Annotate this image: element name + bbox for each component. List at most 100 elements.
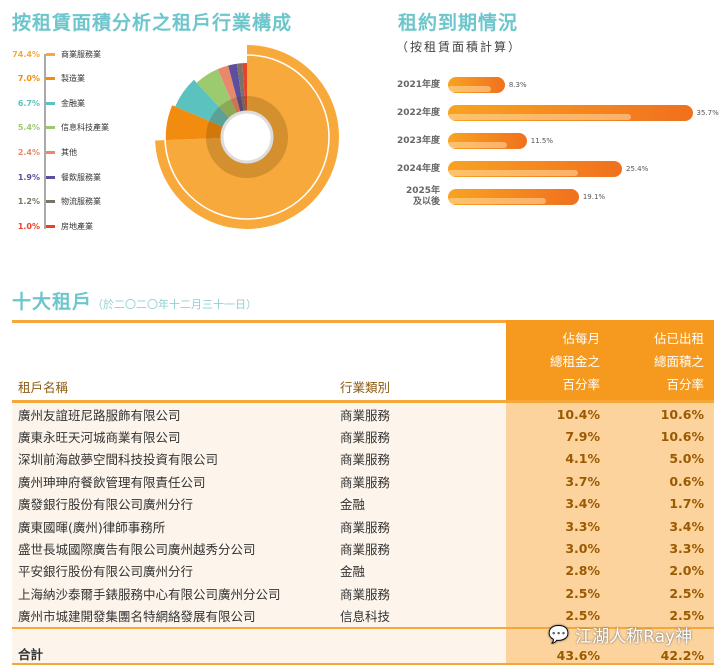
industry: 金融 (334, 559, 506, 583)
legend-label: 餐飲服務業 (61, 172, 101, 182)
industry: 信息科技 (334, 604, 506, 628)
table-row: 上海納沙泰爾手錶服務中心有限公司廣州分公司 商業服務 2.5% 2.5% (12, 582, 714, 605)
watermark: 💬 江湖人称Ray神 (548, 624, 693, 648)
bar-value: 35.7% (696, 109, 719, 117)
bar-category: 2021年度 (396, 79, 440, 90)
legend-marker (46, 175, 55, 179)
tenants-subtitle: （於二〇二〇年十二月三十一日） (92, 298, 258, 311)
total-label: 合計 (12, 626, 334, 665)
table-row: 盛世長城國際廣告有限公司廣州越秀分公司 商業服務 3.0% 3.3% (12, 537, 714, 560)
rent-pct: 4.1% (506, 447, 610, 471)
expiry-subtitle: （按租賃面積計算） (396, 40, 523, 54)
industry: 商業服務 (334, 447, 506, 471)
expiry-bar-row: 2021年度 8.3% (380, 76, 527, 94)
donut-slice (236, 63, 246, 113)
legend-pct: 5.4% (17, 123, 40, 133)
expiry-bar-row: 2022年度 35.7% (380, 104, 719, 122)
rent-pct: 2.5% (506, 582, 610, 605)
tenant-name: 廣州珅珅府餐飲管理有限責任公司 (12, 470, 334, 493)
donut-slice (217, 65, 241, 115)
total-rent-pct: 43.6% (506, 626, 610, 665)
bar-category: 2025年 及以後 (405, 186, 440, 207)
bar-category: 2023年度 (396, 135, 440, 146)
expiry-bar (448, 105, 693, 121)
tenant-name: 廣東國暉(廣州)律師事務所 (12, 514, 334, 538)
table-row: 深圳前海啟夢空間科技投資有限公司 商業服務 4.1% 5.0% (12, 447, 714, 471)
expiry-bar-row: 2024年度 25.4% (380, 160, 648, 178)
tenant-name: 平安銀行股份有限公司廣州分行 (12, 559, 334, 583)
industry-donut-chart (155, 45, 339, 229)
table-row: 廣東國暉(廣州)律師事務所 商業服務 3.3% 3.4% (12, 514, 714, 538)
rent-pct: 3.4% (506, 492, 610, 515)
legend-marker (46, 150, 55, 154)
rent-pct: 3.7% (506, 470, 610, 493)
donut-slice (155, 45, 339, 229)
area-pct: 5.0% (610, 447, 714, 471)
table-row: 廣州市城建開發集團名特網絡發展有限公司 信息科技 2.5% 2.5% (12, 604, 714, 628)
legend-label: 製造業 (61, 74, 85, 84)
area-pct: 3.4% (610, 514, 714, 538)
bar-value: 8.3% (508, 81, 527, 89)
tenant-name: 深圳前海啟夢空間科技投資有限公司 (12, 447, 334, 471)
legend-marker (46, 77, 55, 81)
legend-line (44, 54, 46, 229)
bar-value: 25.4% (625, 165, 649, 173)
legend-pct: 1.9% (17, 172, 40, 182)
area-pct: 10.6% (610, 401, 714, 426)
area-pct: 10.6% (610, 425, 714, 448)
expiry-bar (448, 77, 505, 93)
table-row: 廣州珅珅府餐飲管理有限責任公司 商業服務 3.7% 0.6% (12, 470, 714, 493)
rent-pct: 3.0% (506, 537, 610, 560)
area-pct: 2.5% (610, 604, 714, 628)
expiry-bar (448, 133, 527, 149)
legend-item: 2.4% 其他 (10, 146, 77, 158)
industry: 商業服務 (334, 537, 506, 560)
legend-marker (46, 101, 55, 105)
table-row: 廣發銀行股份有限公司廣州分行 金融 3.4% 1.7% (12, 492, 714, 515)
expiry-title: 租約到期情況 (398, 12, 519, 34)
area-pct: 2.5% (610, 582, 714, 605)
legend-item: 1.9% 餐飲服務業 (10, 171, 101, 183)
legend-item: 1.0% 房地產業 (10, 220, 93, 232)
industry: 商業服務 (334, 425, 506, 448)
expiry-bar (448, 189, 579, 205)
industry: 商業服務 (334, 470, 506, 493)
rent-pct: 2.5% (506, 604, 610, 628)
legend-label: 信息科技產業 (61, 123, 109, 133)
donut-slice (196, 69, 238, 119)
industry-title: 按租賃面積分析之租戶行業構成 (12, 12, 293, 34)
tenant-name: 廣東永旺天河城商業有限公司 (12, 425, 334, 448)
expiry-bar (448, 161, 622, 177)
rent-pct: 7.9% (506, 425, 610, 448)
donut-slice (165, 104, 224, 141)
legend-pct: 6.7% (17, 98, 40, 108)
total-row: 合計 43.6% 42.2% (12, 626, 714, 665)
donut-outline (164, 54, 330, 220)
industry: 商業服務 (334, 582, 506, 605)
legend-marker (46, 126, 55, 130)
legend-item: 5.4% 信息科技產業 (10, 122, 109, 134)
legend-label: 房地產業 (61, 221, 93, 231)
rent-pct: 2.8% (506, 559, 610, 583)
tenant-name: 上海納沙泰爾手錶服務中心有限公司廣州分公司 (12, 582, 334, 605)
legend-label: 其他 (61, 147, 77, 157)
legend-pct: 2.4% (17, 147, 40, 157)
legend-pct: 74.4% (12, 49, 40, 59)
header-tenant-name: 租戶名稱 (12, 320, 334, 403)
industry: 金融 (334, 492, 506, 515)
tenant-name: 盛世長城國際廣告有限公司廣州越秀分公司 (12, 537, 334, 560)
area-pct: 1.7% (610, 492, 714, 515)
wechat-icon: 💬 (548, 624, 570, 645)
rent-pct: 10.4% (506, 401, 610, 426)
industry: 商業服務 (334, 514, 506, 538)
legend-pct: 7.0% (17, 74, 40, 84)
legend-marker (46, 52, 55, 56)
legend-marker (46, 200, 55, 204)
table-row: 平安銀行股份有限公司廣州分行 金融 2.8% 2.0% (12, 559, 714, 583)
legend-pct: 1.2% (17, 197, 40, 207)
bar-category: 2024年度 (396, 163, 440, 174)
tenant-name: 廣州市城建開發集團名特網絡發展有限公司 (12, 604, 334, 628)
legend-label: 金融業 (61, 98, 85, 108)
legend-item: 6.7% 金融業 (10, 97, 85, 109)
legend-label: 商業服務業 (61, 49, 101, 59)
